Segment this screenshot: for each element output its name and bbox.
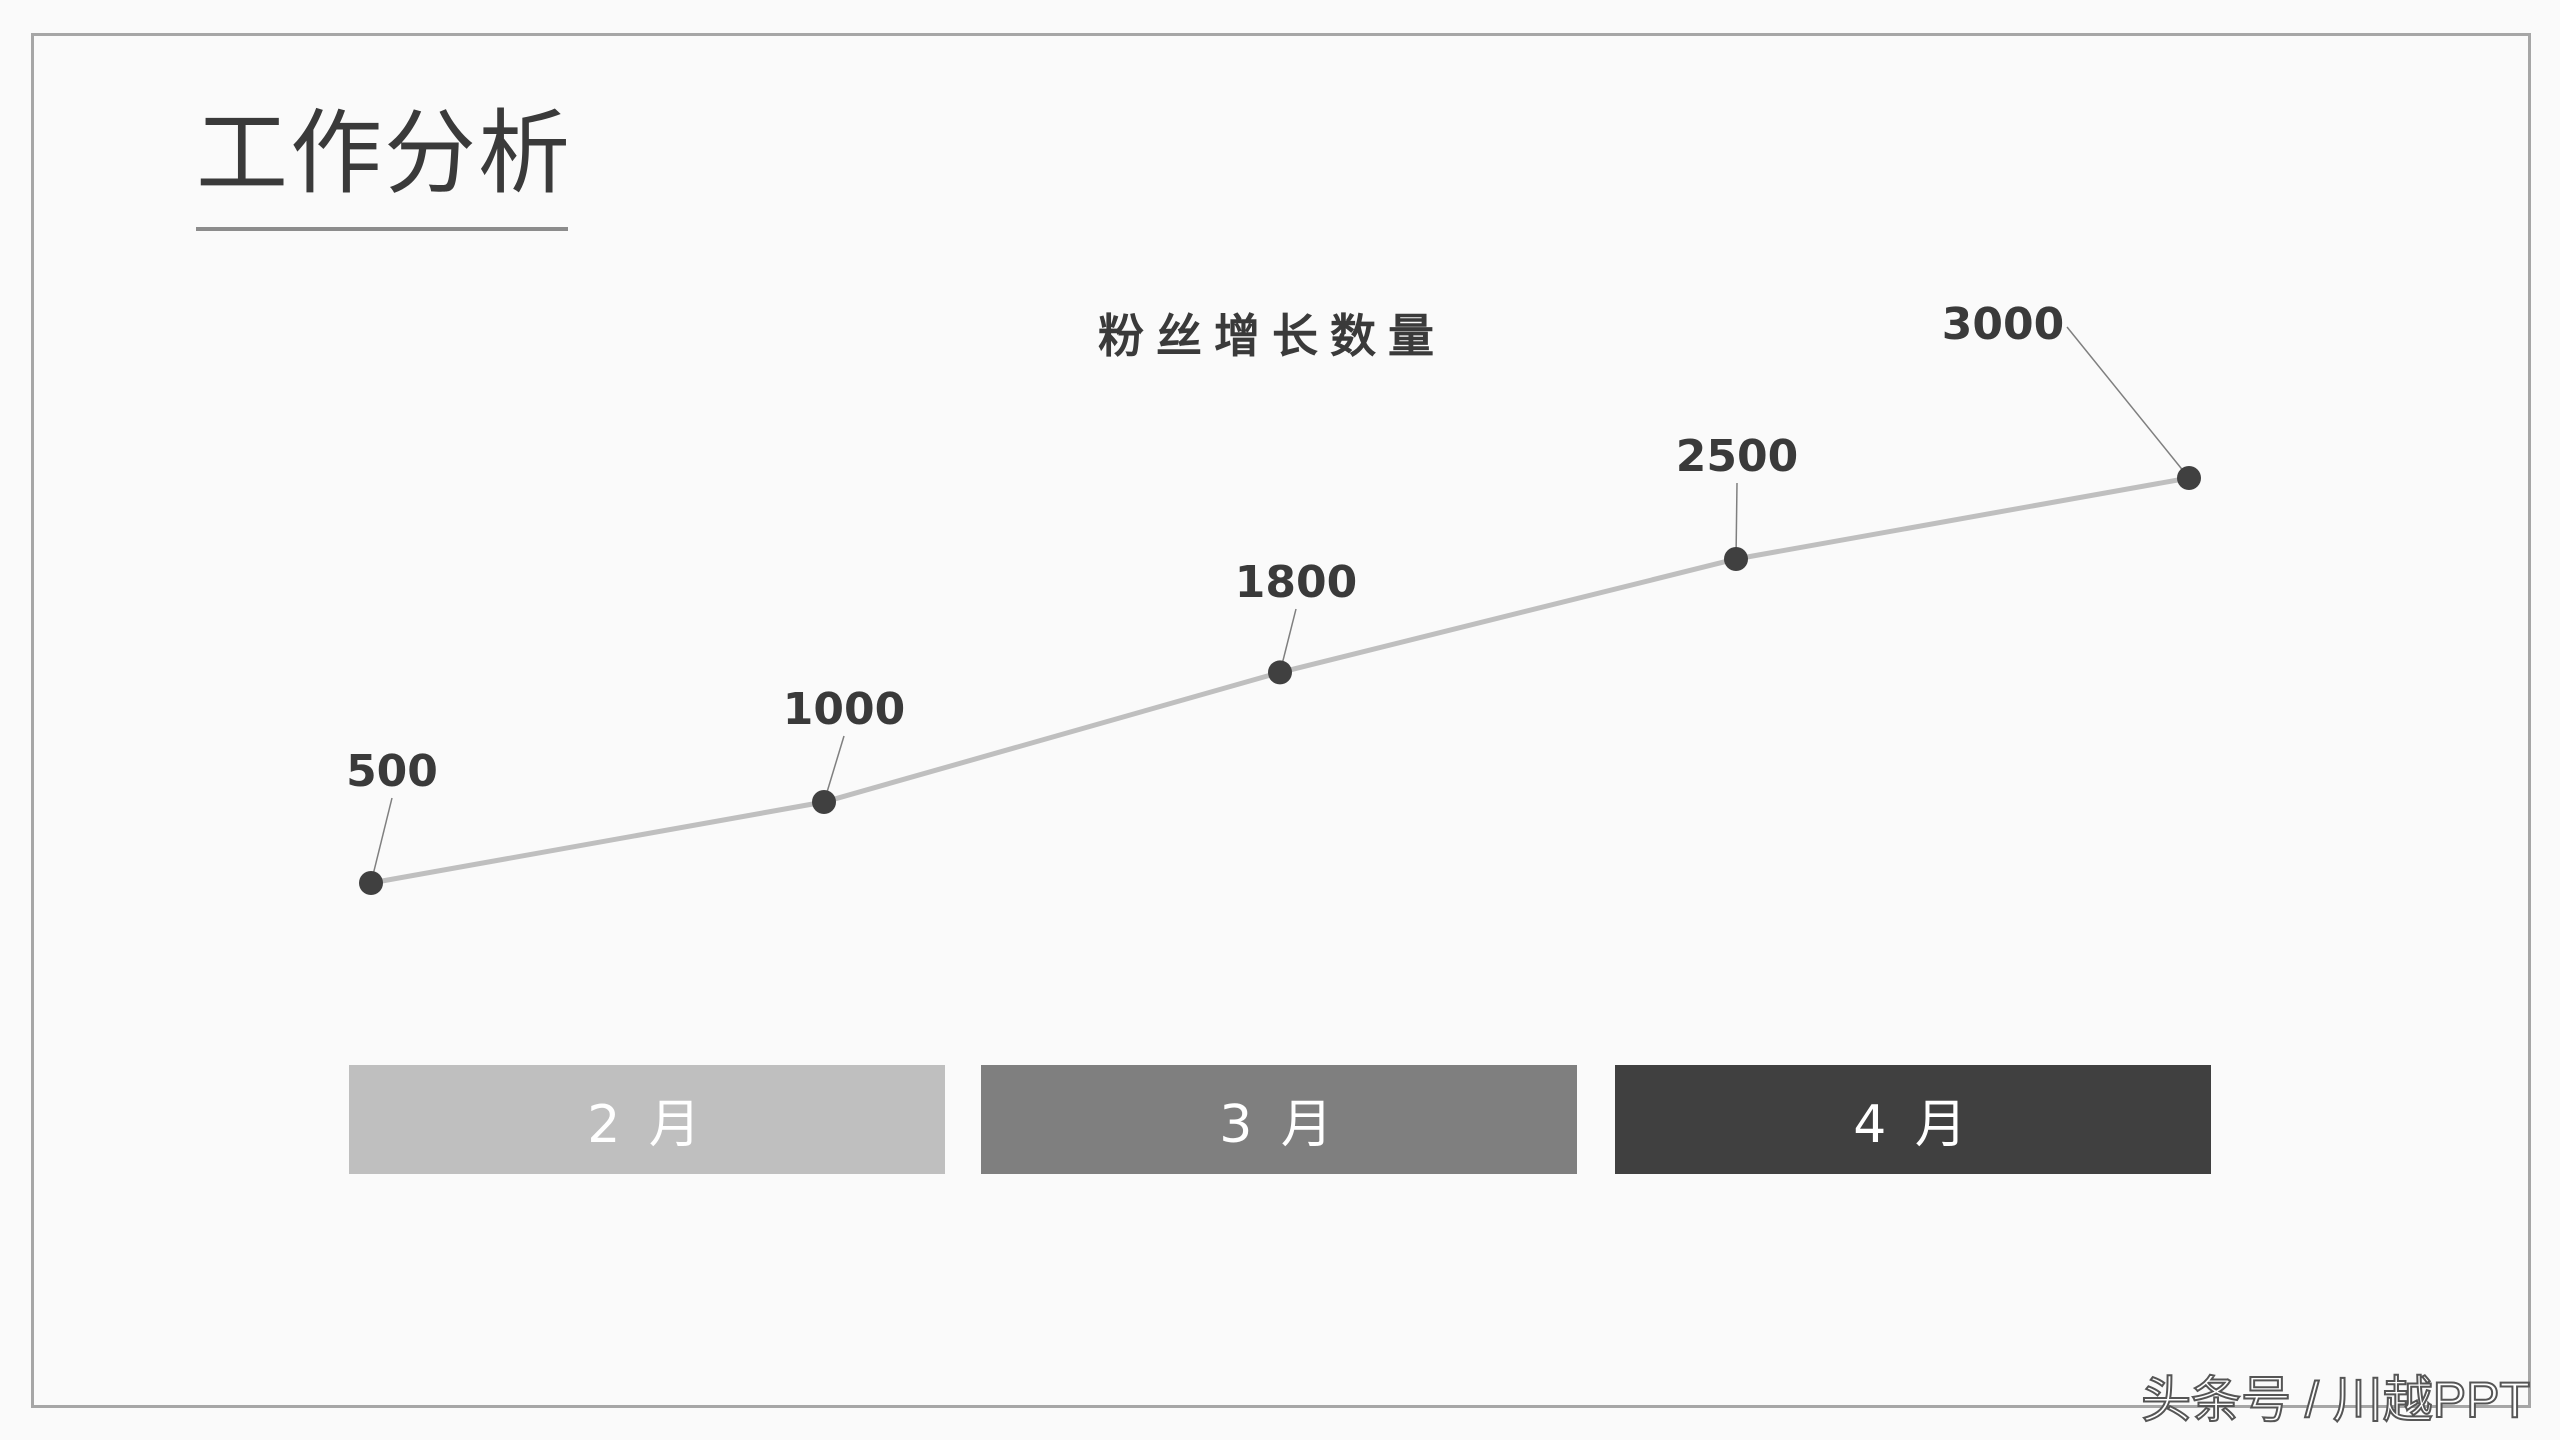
slide-frame (31, 33, 2531, 1408)
data-point (812, 790, 836, 814)
data-label: 2500 (1676, 431, 1798, 482)
data-label: 1000 (783, 684, 905, 735)
month-box-3: 3 月 (981, 1065, 1577, 1174)
month-label: 2 月 (587, 1095, 707, 1155)
title-underline (196, 227, 568, 231)
data-point (2177, 466, 2201, 490)
month-box-2: 2 月 (349, 1065, 945, 1174)
slide-title: 工作分析 (196, 100, 573, 207)
data-point (1268, 660, 1292, 685)
month-label: 3 月 (1219, 1095, 1339, 1155)
watermark: 头条号 / 川越PPT (2140, 1371, 2531, 1429)
month-box-4: 4 月 (1615, 1065, 2211, 1174)
month-label: 4 月 (1853, 1095, 1973, 1155)
data-point (1724, 547, 1748, 571)
leader-line (2066, 326, 2190, 479)
data-point (359, 871, 383, 895)
leader-line (370, 797, 393, 884)
data-label: 1800 (1235, 557, 1357, 608)
data-label: 3000 (1942, 299, 2064, 350)
chart-title: 粉丝增长数量 (1098, 309, 1446, 363)
leader-line (1735, 482, 1738, 560)
data-label: 500 (346, 746, 438, 797)
